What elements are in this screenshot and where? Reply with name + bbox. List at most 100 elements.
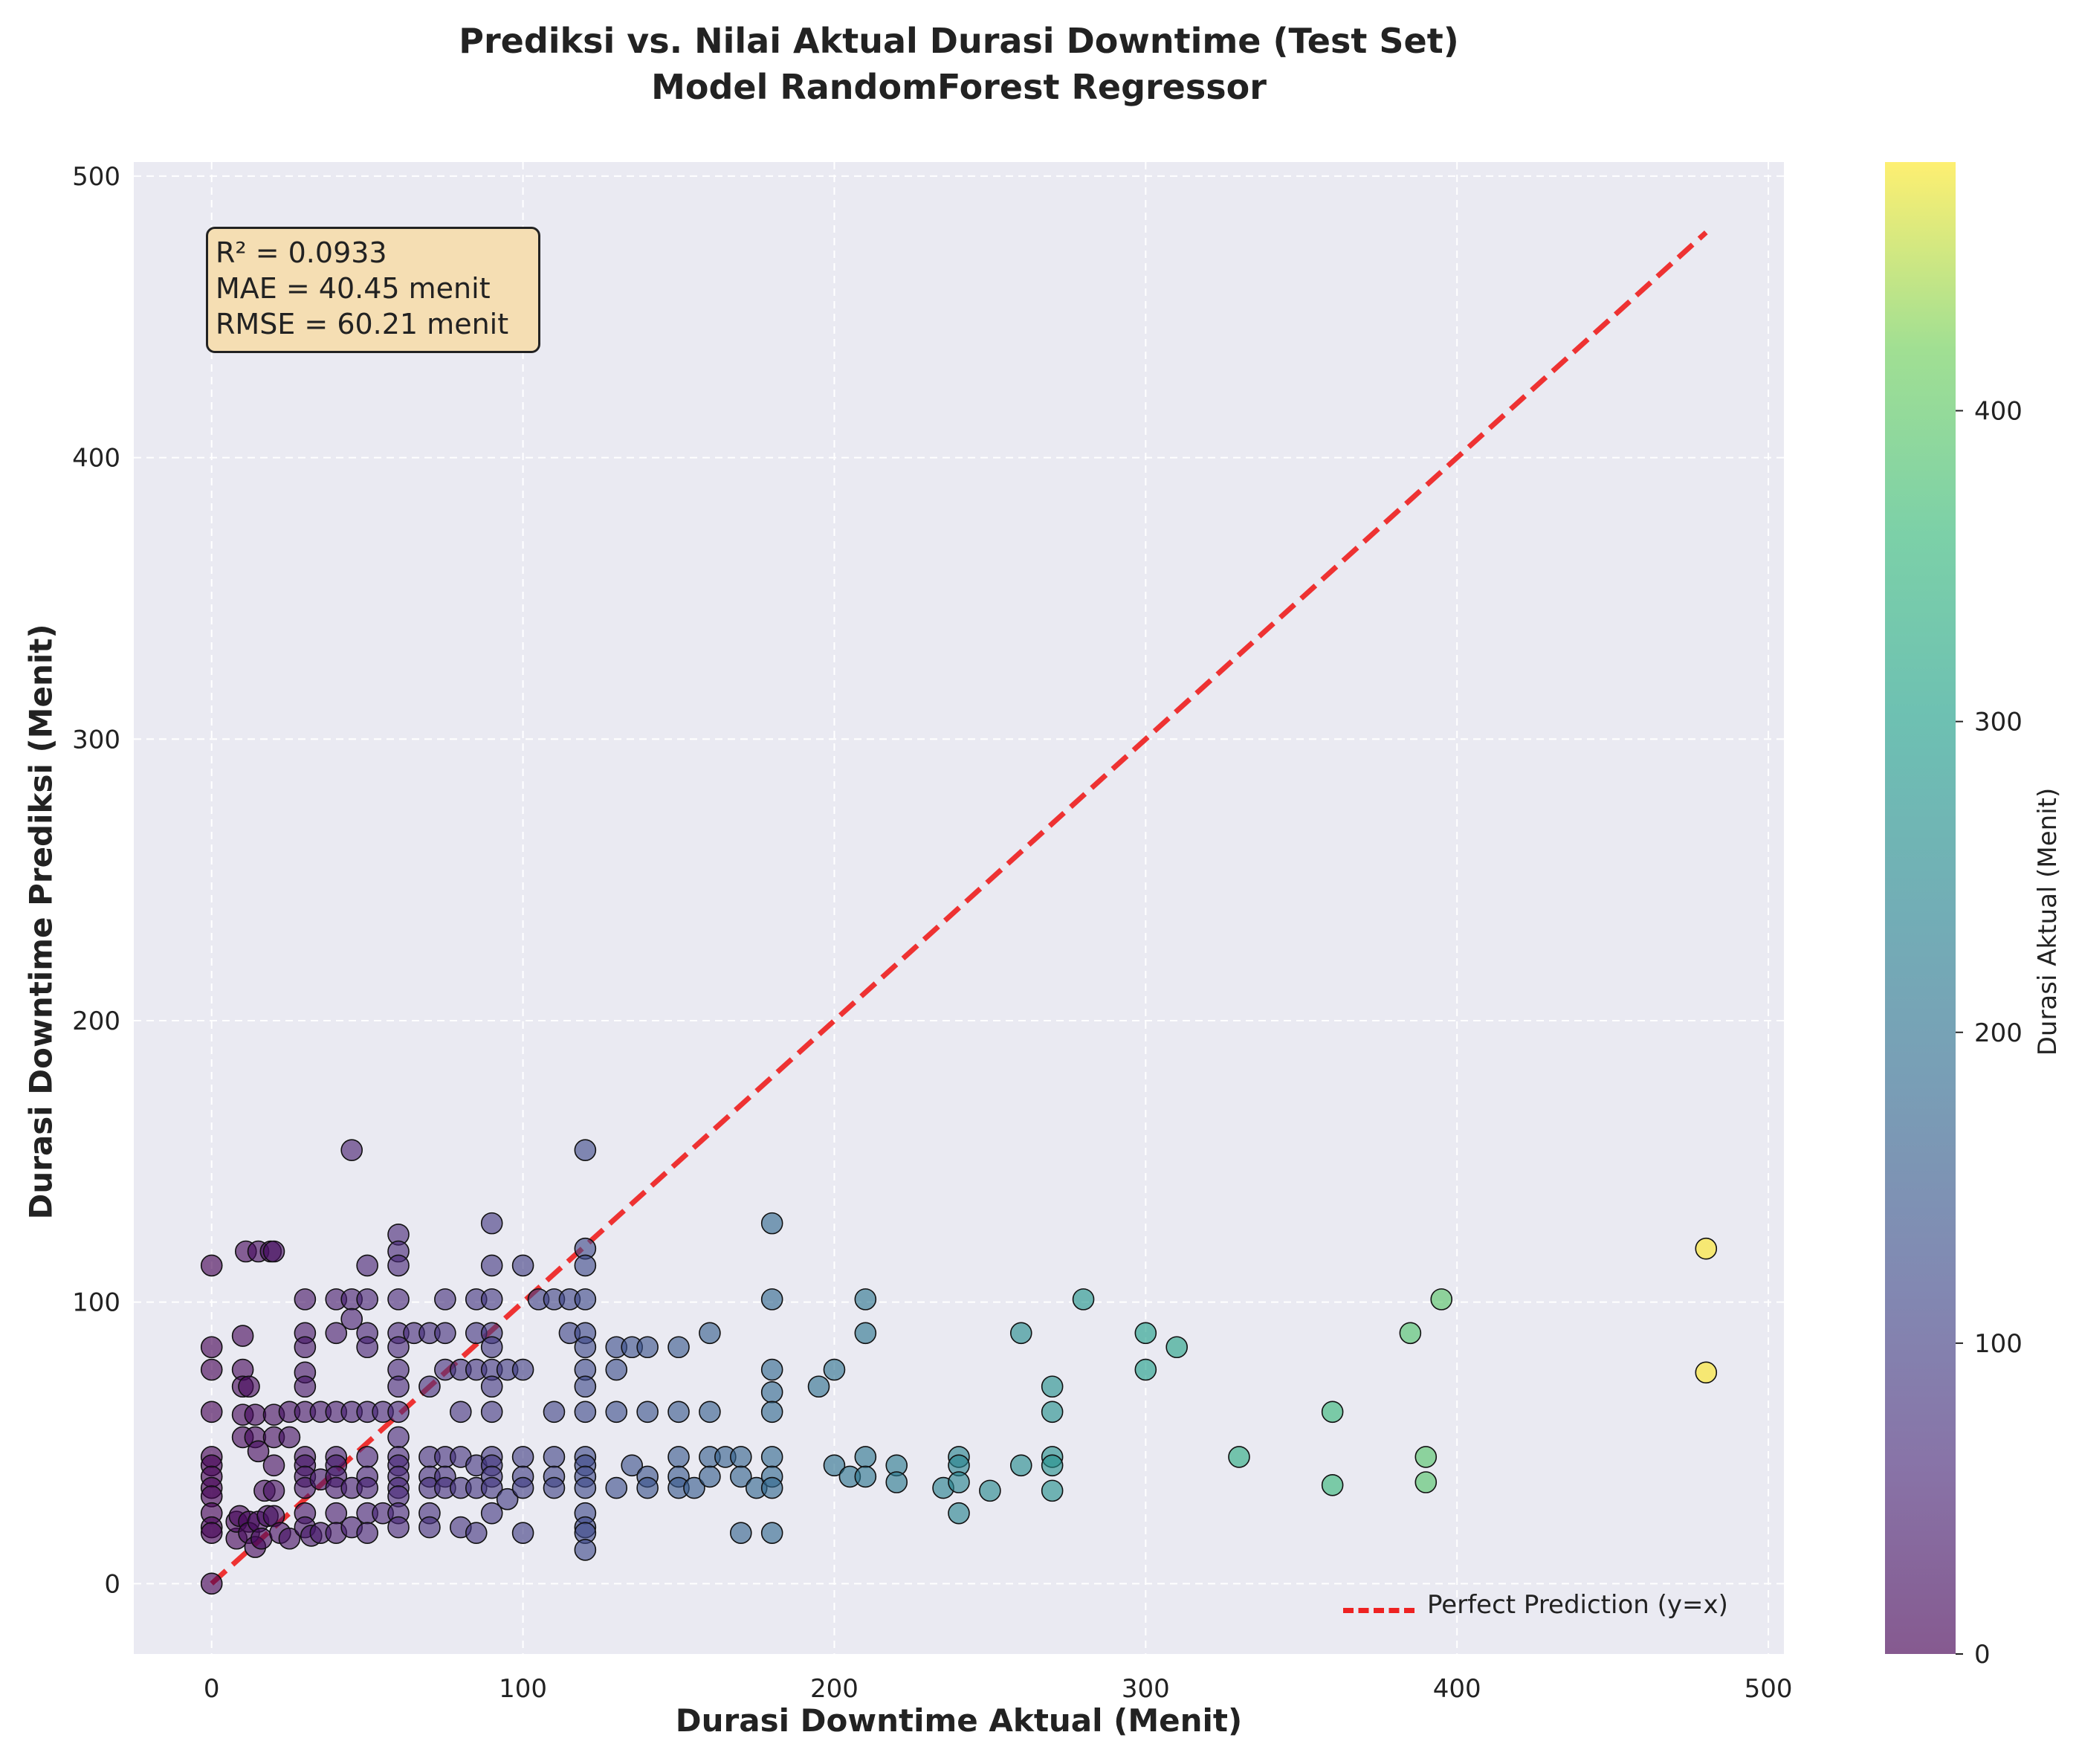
scatter-point [450, 1400, 472, 1424]
scatter-point [1041, 1375, 1064, 1398]
scatter-point [605, 1400, 628, 1424]
scatter-point [1009, 1454, 1032, 1477]
scatter-point [511, 1522, 534, 1544]
scatter-point [729, 1446, 752, 1468]
scatter-point [511, 1446, 534, 1468]
scatter-point [574, 1336, 597, 1359]
y-tick-label: 200 [72, 1007, 120, 1036]
scatter-point [1134, 1322, 1157, 1345]
rmse-stat: RMSE = 60.21 menit [216, 308, 509, 340]
scatter-point [387, 1400, 410, 1424]
scatter-point [1041, 1400, 1064, 1424]
scatter-point [200, 1572, 223, 1595]
scatter-point [418, 1516, 441, 1539]
scatter-point [356, 1522, 378, 1544]
scatter-point [356, 1476, 378, 1499]
mae-stat: MAE = 40.45 menit [216, 272, 491, 305]
y-tick-label: 100 [72, 1288, 120, 1318]
scatter-point [356, 1288, 378, 1311]
scatter-point [667, 1336, 690, 1359]
y-tick-label: 400 [72, 444, 120, 474]
scatter-point [1695, 1237, 1718, 1260]
chart-title: Prediksi vs. Nilai Aktual Durasi Downtim… [459, 21, 1459, 61]
chart-subtitle: Model RandomForest Regressor [651, 67, 1267, 107]
scatter-point [387, 1516, 410, 1539]
scatter-point [760, 1446, 783, 1468]
y-tick-label: 500 [72, 162, 120, 192]
scatter-points [200, 1139, 1718, 1595]
scatter-point [574, 1539, 597, 1561]
scatter-point [356, 1336, 378, 1359]
scatter-point [574, 1139, 597, 1161]
scatter-point [250, 1527, 273, 1550]
y-tick-label: 0 [104, 1569, 120, 1599]
scatter-point [465, 1522, 488, 1544]
scatter-point [1072, 1288, 1095, 1311]
scatter-point [543, 1476, 566, 1499]
scatter-point [605, 1358, 628, 1381]
scatter-point [387, 1336, 410, 1359]
scatter-point [1430, 1288, 1453, 1311]
scatter-point [294, 1288, 317, 1311]
scatter-point [574, 1288, 597, 1311]
scatter-point [480, 1254, 503, 1277]
colorbar-tick-label: 200 [1974, 1018, 2023, 1048]
scatter-point [823, 1358, 846, 1381]
scatter-point [1414, 1471, 1438, 1493]
scatter-point [356, 1446, 378, 1468]
scatter-point [511, 1476, 534, 1499]
legend-label: Perfect Prediction (y=x) [1427, 1590, 1728, 1620]
scatter-point [574, 1375, 597, 1398]
x-tick-label: 0 [204, 1674, 220, 1704]
scatter-point [325, 1322, 348, 1345]
scatter-point [278, 1527, 301, 1550]
scatter-point [1041, 1454, 1064, 1477]
scatter-point [480, 1400, 503, 1424]
scatter-point [244, 1403, 267, 1426]
y-tick-label: 300 [72, 725, 120, 755]
scatter-point [247, 1440, 270, 1463]
scatter-point [1321, 1400, 1344, 1424]
legend: Perfect Prediction (y=x) [1334, 1587, 1765, 1632]
scatter-point [1228, 1446, 1250, 1468]
scatter-point [511, 1254, 534, 1277]
scatter-point [605, 1476, 628, 1499]
colorbar-tick-label: 100 [1974, 1329, 2023, 1359]
reference-line [210, 230, 1708, 1586]
scatter-point [807, 1375, 830, 1398]
scatter-point [636, 1336, 659, 1359]
scatter-point [238, 1375, 260, 1398]
scatter-point [699, 1322, 721, 1345]
scatter-point [667, 1446, 690, 1468]
scatter-point [200, 1400, 223, 1424]
scatter-point [683, 1476, 705, 1499]
scatter-point [760, 1358, 783, 1381]
scatter-point [760, 1400, 783, 1424]
scatter-point [948, 1502, 970, 1525]
scatter-point [387, 1254, 410, 1277]
scatter-point [1165, 1336, 1189, 1359]
scatter-point [979, 1479, 1001, 1502]
scatter-point [854, 1322, 877, 1345]
scatter-point [760, 1476, 783, 1499]
scatter-point [760, 1212, 783, 1235]
colorbar-tick-label: 300 [1974, 708, 2023, 737]
scatter-point [294, 1375, 317, 1398]
scatter-point [480, 1212, 503, 1235]
scatter-point [496, 1487, 519, 1511]
legend-line-swatch [1343, 1608, 1414, 1613]
scatter-point [200, 1336, 223, 1359]
scatter-point [636, 1400, 659, 1424]
colorbar [1885, 162, 1956, 1654]
scatter-point [200, 1254, 223, 1277]
x-tick-label: 100 [499, 1674, 547, 1704]
scatter-point [294, 1336, 317, 1359]
scatter-point [480, 1502, 503, 1525]
colorbar-tick-label: 0 [1974, 1640, 1991, 1670]
scatter-point [434, 1288, 456, 1311]
scatter-point [340, 1139, 363, 1161]
axis-ticks: 0 100 200 300 400 500 0 100 200 300 400 500 [72, 162, 1792, 1704]
scatter-point [200, 1358, 223, 1381]
